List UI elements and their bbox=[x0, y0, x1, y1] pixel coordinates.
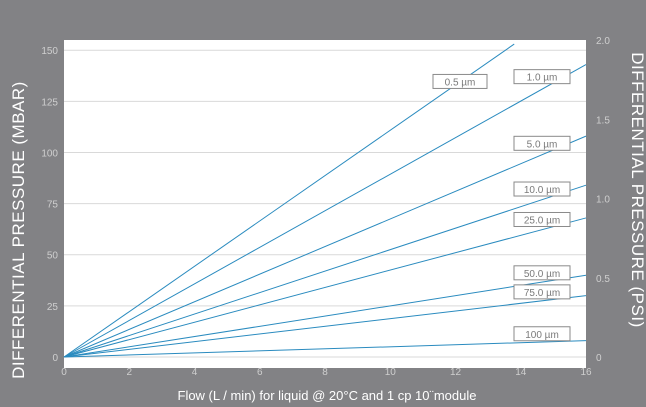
x-tick-label: 16 bbox=[580, 367, 592, 378]
series-line bbox=[63, 274, 587, 358]
series-label-box bbox=[513, 326, 571, 342]
x-tick-label: 14 bbox=[515, 367, 527, 378]
series-line bbox=[63, 184, 587, 358]
y-right-tick-label: 1.0 bbox=[596, 195, 610, 206]
series-label-box bbox=[513, 135, 571, 151]
y-right-tick-label: 2.0 bbox=[596, 36, 610, 47]
x-tick-label: 2 bbox=[126, 367, 132, 378]
y-right-tick-label: 0.5 bbox=[596, 274, 610, 285]
series-line bbox=[63, 295, 587, 358]
series-line bbox=[63, 43, 515, 358]
series-label: 100 µm bbox=[525, 330, 559, 341]
series-label: 25.0 µm bbox=[524, 215, 560, 226]
series-label-box bbox=[513, 284, 571, 300]
x-tick-label: 10 bbox=[385, 367, 397, 378]
y-right-tick-label: 0 bbox=[596, 353, 602, 364]
series-line bbox=[63, 217, 587, 358]
series-label-box bbox=[513, 265, 571, 281]
series-label: 75.0 µm bbox=[524, 288, 560, 299]
x-tick-label: 0 bbox=[61, 367, 67, 378]
series-label: 50.0 µm bbox=[524, 269, 560, 280]
series-label: 1.0 µm bbox=[527, 73, 558, 84]
x-tick-label: 4 bbox=[192, 367, 198, 378]
series-label: 5.0 µm bbox=[527, 139, 558, 150]
y-tick-label: 25 bbox=[47, 302, 59, 313]
series-label-box bbox=[432, 73, 488, 89]
y-tick-label: 125 bbox=[41, 97, 58, 108]
series-label-box bbox=[513, 181, 571, 197]
x-tick-labels: 0 2 4 6 8 10 12 14 16 bbox=[61, 367, 592, 378]
y-right-tick-label: 1.5 bbox=[596, 115, 610, 126]
y-tick-label: 150 bbox=[41, 46, 58, 57]
x-tick-label: 8 bbox=[322, 367, 328, 378]
series-line bbox=[63, 135, 587, 358]
y-tick-label: 100 bbox=[41, 148, 58, 159]
x-tick-label: 12 bbox=[450, 367, 462, 378]
series-label: 10.0 µm bbox=[524, 185, 560, 196]
series-lines: 0.5 µm 1.0 µm 5.0 µm 10.0 µm 25.0 µm 50.0 µm 7… bbox=[63, 43, 587, 358]
y-axis-title: DIFFERENTIAL PRESSURE (MBAR) bbox=[9, 81, 28, 379]
series-label: 0.5 µm bbox=[445, 77, 476, 88]
y-tick-label: 50 bbox=[47, 251, 59, 262]
gridlines bbox=[64, 49, 586, 358]
y-tick-label: 75 bbox=[47, 200, 59, 211]
x-tick-label: 6 bbox=[257, 367, 263, 378]
y-right-tick-labels: 0 0.5 1.0 1.5 2.0 bbox=[596, 36, 610, 364]
y-axis-right-title: DIFFERENTIAL PRESSURE (PSI) bbox=[628, 52, 646, 327]
series-line bbox=[63, 64, 587, 358]
series-line bbox=[63, 340, 587, 358]
y-tick-labels: 0 25 50 75 100 125 150 bbox=[41, 46, 58, 364]
x-axis-title: Flow (L / min) for liquid @ 20°C and 1 c… bbox=[178, 388, 477, 403]
series-label-box bbox=[513, 69, 571, 85]
series-label-box bbox=[513, 211, 571, 227]
y-tick-label: 0 bbox=[52, 353, 58, 364]
